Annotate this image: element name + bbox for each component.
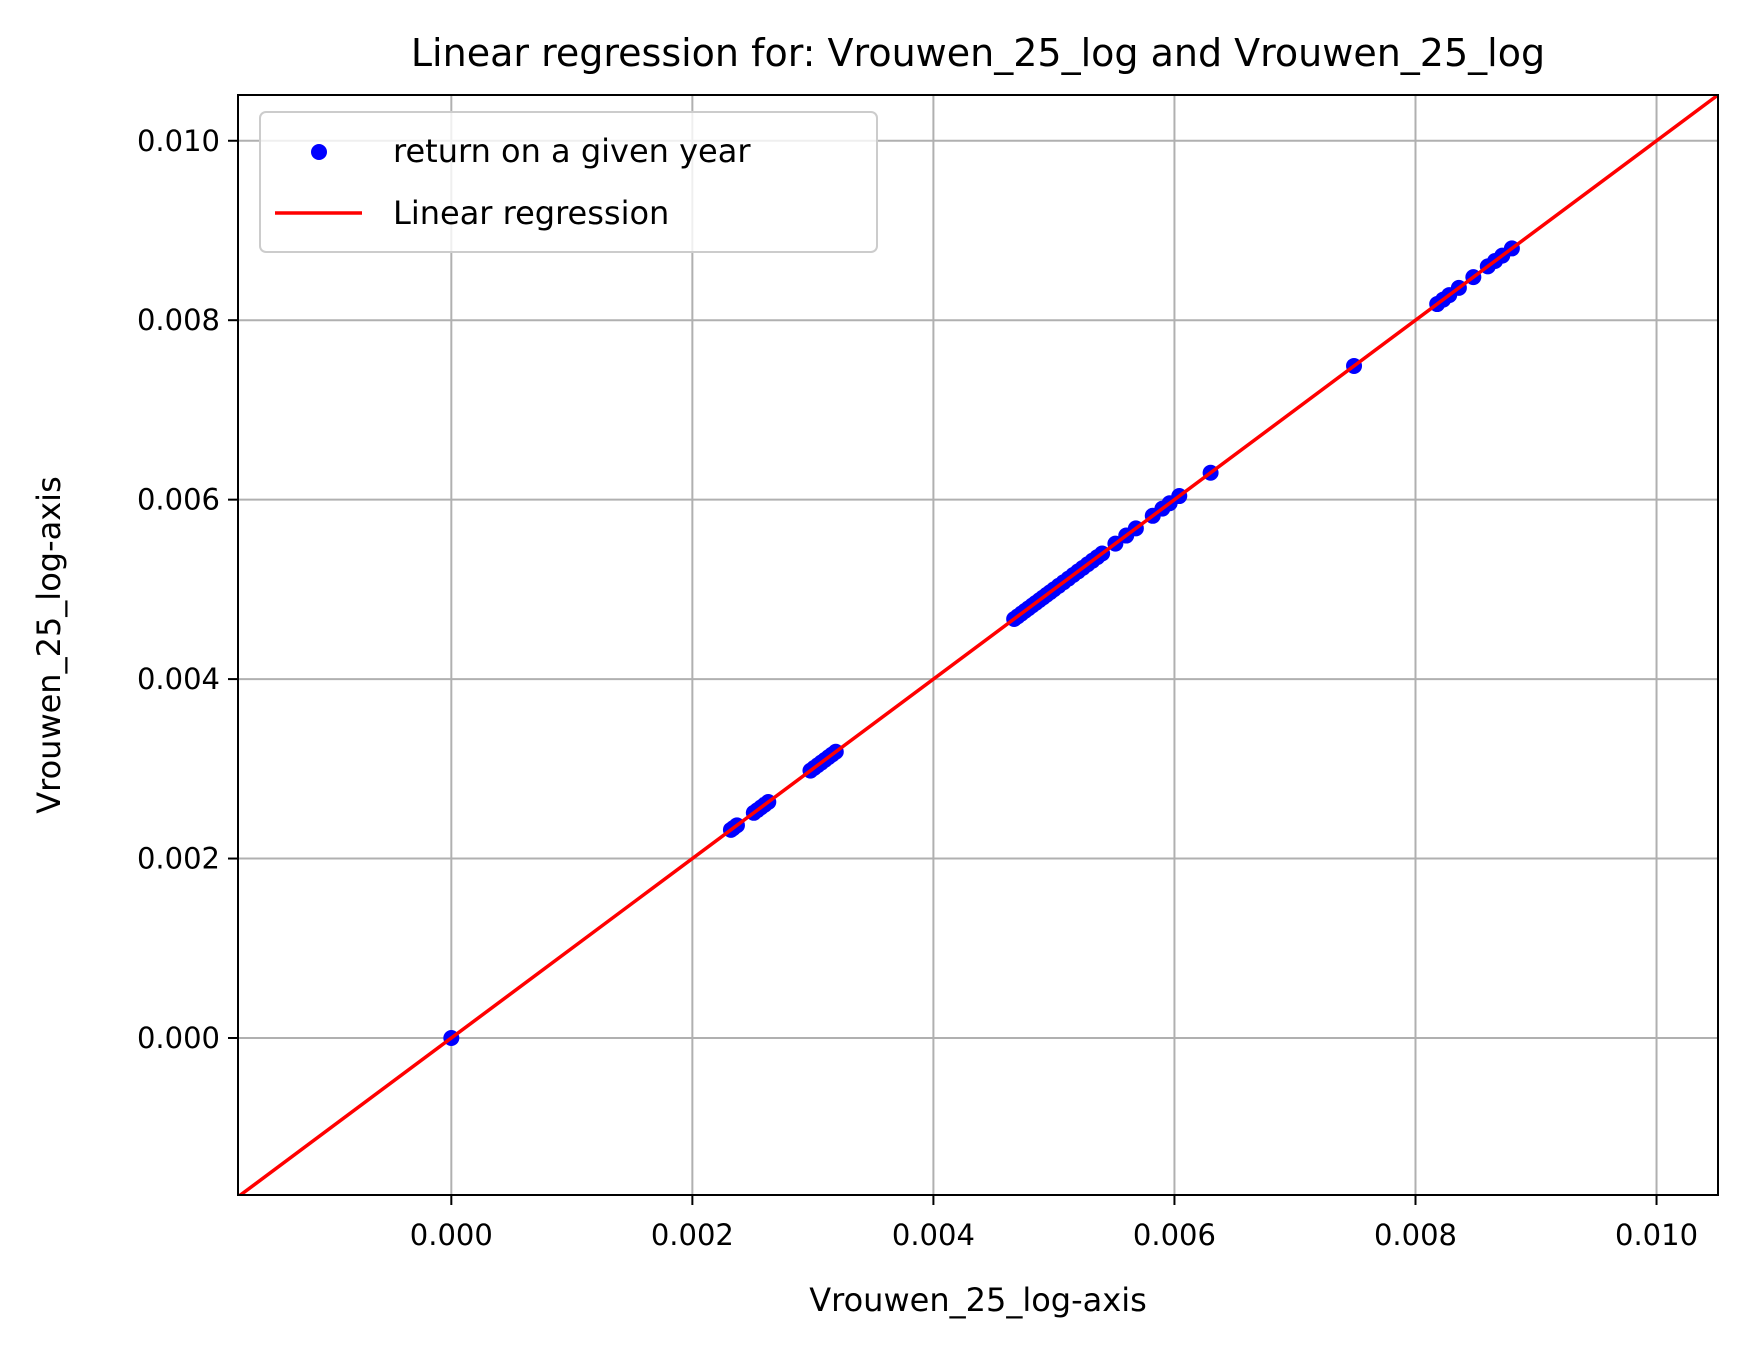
y-tick-label: 0.002 [137,842,220,876]
legend-box [259,111,878,253]
legend: return on a given year Linear regression [259,111,878,253]
legend-label-scatter: return on a given year [393,132,751,170]
y-axis-label: Vrouwen_25_log-axis [30,476,68,814]
grid [238,95,1718,1195]
y-axis-ticks: 0.000 0.002 0.004 0.006 0.008 0.010 [137,124,238,1055]
legend-label-regression: Linear regression [393,194,669,232]
chart-title: Linear regression for: Vrouwen_25_log an… [411,31,1545,75]
x-tick-label: 0.010 [1615,1218,1698,1252]
y-tick-label: 0.008 [137,303,220,337]
x-tick-label: 0.004 [892,1218,975,1252]
x-tick-label: 0.000 [410,1218,493,1252]
regression-line [238,95,1718,1195]
x-axis-ticks: 0.000 0.002 0.004 0.006 0.008 0.010 [410,1195,1698,1252]
y-tick-label: 0.006 [137,483,220,517]
y-tick-label: 0.004 [137,662,220,696]
x-tick-label: 0.002 [651,1218,734,1252]
x-axis-label: Vrouwen_25_log-axis [809,1281,1147,1319]
plot-area [238,95,1718,1195]
y-tick-label: 0.000 [137,1021,220,1055]
y-tick-label: 0.010 [137,124,220,158]
x-tick-label: 0.008 [1374,1218,1457,1252]
legend-scatter-marker [311,144,327,160]
x-tick-label: 0.006 [1133,1218,1216,1252]
plot-frame [237,94,1719,1196]
